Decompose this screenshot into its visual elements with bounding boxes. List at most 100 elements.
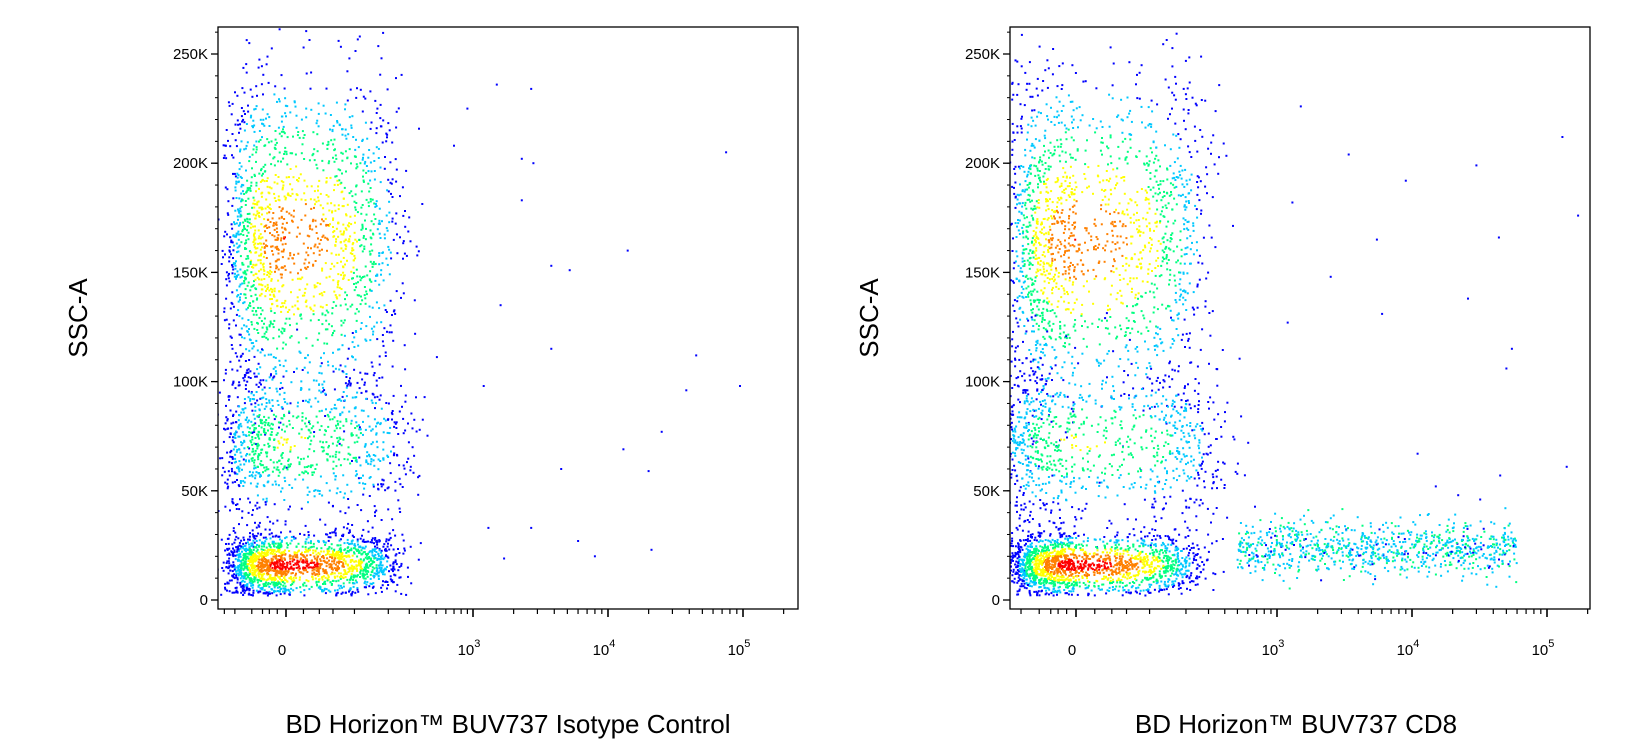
event-dot: [280, 573, 283, 576]
event-dot: [332, 124, 335, 127]
event-dot: [337, 208, 340, 211]
event-dot: [316, 565, 319, 568]
event-dot: [250, 582, 253, 585]
event-dot: [388, 548, 391, 551]
sparse-event-dot: [650, 548, 653, 551]
event-dot: [327, 574, 330, 577]
event-dot: [331, 442, 334, 445]
event-dot: [1014, 260, 1017, 263]
event-dot: [317, 574, 320, 577]
event-dot: [253, 236, 256, 239]
event-dot: [315, 563, 318, 566]
event-dot: [253, 442, 256, 445]
event-dot: [303, 594, 306, 597]
event-dot: [233, 550, 236, 553]
event-dot: [239, 365, 242, 368]
event-dot: [336, 591, 339, 594]
event-dot: [313, 198, 316, 201]
event-dot: [1027, 186, 1030, 189]
sparse-event-dot: [453, 144, 455, 147]
event-dot: [343, 334, 346, 337]
event-dot: [251, 95, 254, 98]
event-dot: [339, 491, 342, 493]
event-dot: [390, 257, 393, 260]
event-dot: [266, 328, 269, 331]
event-dot: [350, 422, 353, 425]
event-dot: [276, 519, 279, 522]
event-dot: [318, 179, 321, 182]
event-dot: [378, 548, 381, 551]
event-dot: [239, 293, 242, 295]
event-dot: [281, 302, 284, 305]
event-dot: [1184, 346, 1186, 348]
event-dot: [296, 328, 299, 331]
event-dot: [223, 319, 226, 322]
sparse-event-dot: [568, 269, 571, 272]
event-dot: [380, 590, 383, 593]
event-dot: [236, 295, 239, 298]
event-dot: [378, 549, 381, 552]
event-dot: [303, 366, 306, 369]
event-dot: [272, 576, 275, 579]
event-dot: [356, 555, 359, 558]
event-dot: [300, 198, 303, 201]
event-dot: [373, 538, 376, 541]
event-dot: [239, 123, 241, 126]
event-dot: [347, 531, 350, 534]
event-dot: [274, 174, 277, 176]
event-dot: [242, 564, 245, 567]
event-dot: [1214, 110, 1217, 113]
event-dot: [240, 327, 243, 330]
event-dot: [295, 587, 298, 590]
event-dot: [266, 283, 269, 286]
event-dot: [312, 545, 315, 548]
event-dot: [228, 562, 231, 565]
event-dot: [233, 549, 236, 552]
event-dot: [239, 344, 242, 347]
event-dot: [1110, 162, 1113, 165]
event-dot: [282, 560, 284, 563]
event-dot: [282, 365, 285, 368]
event-dot: [326, 144, 329, 146]
event-dot: [268, 387, 271, 389]
event-dot: [311, 344, 314, 347]
event-dot: [309, 466, 312, 469]
event-dot: [1147, 348, 1150, 351]
event-dot: [263, 466, 266, 469]
event-dot: [316, 489, 319, 492]
event-dot: [275, 562, 278, 565]
event-dot: [386, 229, 389, 232]
event-dot: [358, 551, 361, 554]
event-dot: [266, 185, 269, 188]
event-dot: [330, 325, 333, 328]
event-dot: [236, 578, 239, 581]
event-dot: [228, 436, 231, 439]
event-dot: [426, 434, 429, 437]
event-dot: [359, 562, 362, 565]
event-dot: [292, 568, 295, 571]
event-dot: [361, 138, 364, 141]
event-dot: [289, 575, 292, 578]
event-dot: [1129, 138, 1132, 141]
event-dot: [268, 533, 271, 536]
event-dot: [380, 125, 383, 128]
event-dot: [264, 285, 267, 288]
event-dot: [395, 290, 398, 293]
event-dot: [369, 573, 372, 576]
event-dot: [281, 243, 284, 246]
event-dot: [371, 569, 374, 572]
event-dot: [289, 557, 292, 560]
event-dot: [260, 460, 263, 463]
event-dot: [321, 267, 324, 270]
event-dot: [261, 213, 263, 216]
event-dot: [283, 328, 286, 331]
event-dot: [269, 374, 272, 377]
event-dot: [262, 542, 265, 545]
event-dot: [1041, 163, 1044, 166]
event-dot: [316, 584, 318, 587]
event-dot: [244, 384, 247, 387]
event-dot: [387, 245, 390, 248]
event-dot: [316, 133, 319, 136]
event-dot: [380, 483, 383, 486]
event-dot: [251, 533, 254, 536]
